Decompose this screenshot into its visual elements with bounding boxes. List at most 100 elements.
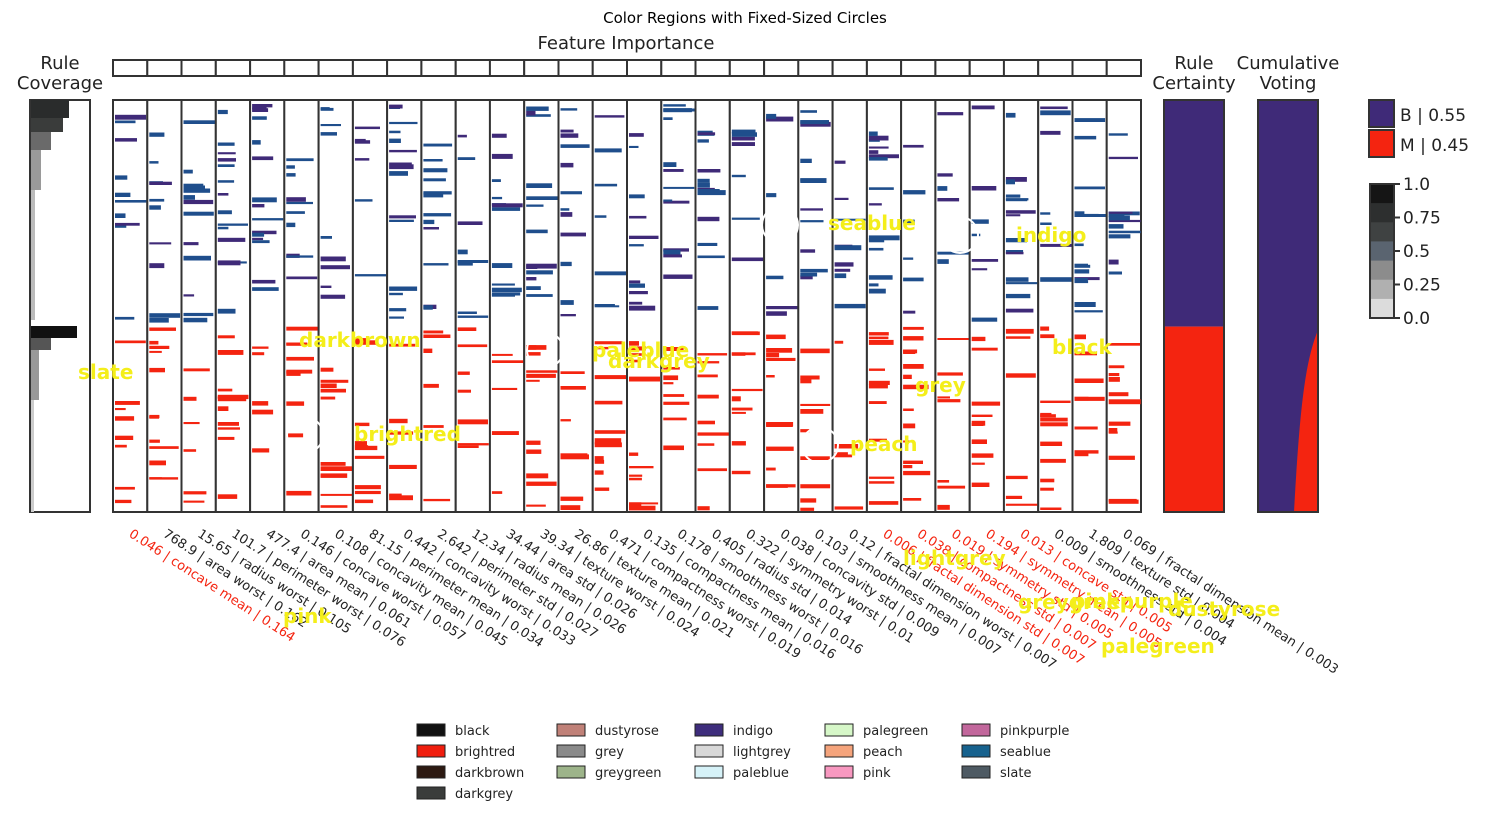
benign-rule-bar xyxy=(766,311,787,316)
benign-rule-bar xyxy=(1074,264,1091,268)
benign-rule-bar xyxy=(868,275,893,280)
importance-cell xyxy=(968,59,1006,77)
benign-rule-bar xyxy=(457,134,467,138)
feature-column-frame xyxy=(968,99,1006,513)
feature-column-frame xyxy=(557,99,594,513)
benign-rule-bar xyxy=(149,313,181,318)
benign-rule-bar xyxy=(320,236,332,239)
benign-rule-bar xyxy=(971,317,998,322)
benign-rule-bar xyxy=(286,222,296,228)
malignant-rule-bar xyxy=(766,375,775,378)
malignant-rule-bar xyxy=(629,505,656,511)
rule-coverage-panel: Rule Coverage xyxy=(17,53,103,513)
class-swatch xyxy=(1368,99,1395,128)
benign-rule-bar xyxy=(697,139,709,143)
feature-column xyxy=(900,99,937,513)
legend-swatch-palegreen xyxy=(824,723,854,737)
legend-swatch-brightred xyxy=(416,744,446,758)
benign-rule-bar xyxy=(868,288,886,294)
malignant-rule-bar xyxy=(115,486,135,490)
benign-rule-bar xyxy=(629,215,647,219)
benign-rule-bar xyxy=(663,199,673,202)
benign-rule-bar xyxy=(868,150,879,154)
benign-rule-bar xyxy=(389,121,418,125)
benign-rule-bar xyxy=(457,157,476,160)
colorbar-band xyxy=(1370,298,1394,319)
benign-rule-bar xyxy=(115,175,128,180)
benign-rule-bar xyxy=(115,138,137,142)
malignant-rule-bar xyxy=(217,427,240,430)
malignant-rule-bar xyxy=(731,388,763,392)
benign-rule-bar xyxy=(252,237,264,241)
benign-rule-bar xyxy=(903,277,924,282)
legend-swatch-black xyxy=(416,723,446,737)
benign-rule-bar xyxy=(252,218,284,221)
benign-rule-bar xyxy=(183,312,214,317)
feature-column xyxy=(454,99,492,513)
benign-rule-bar xyxy=(526,183,553,188)
importance-cell xyxy=(454,59,492,77)
feature-column xyxy=(146,99,183,513)
benign-rule-bar xyxy=(868,146,889,149)
malignant-rule-bar xyxy=(1040,417,1068,422)
region-label-pink: pink xyxy=(283,604,332,628)
region-label-darkgrey: darkgrey xyxy=(608,349,710,373)
importance-cell xyxy=(900,59,937,77)
malignant-rule-bar xyxy=(937,396,950,399)
malignant-rule-bar xyxy=(423,334,451,338)
malignant-rule-bar xyxy=(115,408,126,411)
malignant-rule-bar xyxy=(663,394,685,397)
benign-rule-bar xyxy=(937,198,960,202)
malignant-rule-bar xyxy=(834,340,844,344)
malignant-rule-bar xyxy=(629,466,654,469)
benign-rule-bar xyxy=(423,168,448,173)
malignant-rule-bar xyxy=(971,482,990,487)
malignant-rule-bar xyxy=(1005,495,1023,499)
rule-certainty-malignant xyxy=(1164,326,1224,512)
benign-rule-bar xyxy=(800,110,817,113)
legend-label-palegreen: palegreen xyxy=(863,724,928,739)
malignant-rule-bar xyxy=(491,491,503,494)
benign-rule-bar xyxy=(149,318,169,323)
malignant-rule-bar xyxy=(903,408,914,411)
region-label-dustyrose: dustyrose xyxy=(1168,597,1280,621)
malignant-rule-bar xyxy=(731,331,758,335)
benign-rule-bar xyxy=(560,191,582,195)
colorbar-band xyxy=(1370,203,1394,223)
malignant-rule-bar xyxy=(560,371,585,374)
benign-rule-bar xyxy=(629,291,648,295)
benign-rule-bar xyxy=(115,222,140,226)
coverage-band xyxy=(31,118,63,132)
malignant-rule-bar xyxy=(354,338,367,342)
coverage-band xyxy=(31,350,39,400)
malignant-rule-bar xyxy=(1040,487,1054,491)
coverage-band xyxy=(31,338,51,350)
benign-rule-bar xyxy=(252,232,265,237)
malignant-rule-bar xyxy=(1040,326,1050,331)
malignant-rule-bar xyxy=(457,443,489,446)
benign-rule-bar xyxy=(766,306,798,310)
malignant-rule-bar xyxy=(149,345,170,349)
region-circle xyxy=(761,206,799,244)
legend-label-black: black xyxy=(455,724,490,739)
feature-column-frame xyxy=(1002,99,1040,513)
malignant-rule-bar xyxy=(1108,343,1140,346)
benign-rule-bar xyxy=(1074,211,1085,215)
legend-swatch-slate xyxy=(961,765,991,779)
benign-rule-bar xyxy=(286,197,306,202)
legend-swatch-pink xyxy=(824,765,854,779)
benign-rule-bar xyxy=(560,300,574,305)
malignant-rule-bar xyxy=(629,452,639,456)
legend-label-slate: slate xyxy=(1000,766,1031,781)
region-circle xyxy=(286,416,324,454)
malignant-rule-bar xyxy=(629,502,659,505)
malignant-rule-bar xyxy=(594,341,623,345)
malignant-rule-bar xyxy=(1074,396,1105,401)
malignant-rule-bar xyxy=(697,420,715,425)
malignant-rule-bar xyxy=(800,375,820,380)
malignant-rule-bar xyxy=(697,506,710,511)
benign-rule-bar xyxy=(971,233,981,237)
malignant-rule-bar xyxy=(1108,421,1131,426)
importance-cell xyxy=(112,59,149,77)
benign-rule-bar xyxy=(766,113,777,119)
